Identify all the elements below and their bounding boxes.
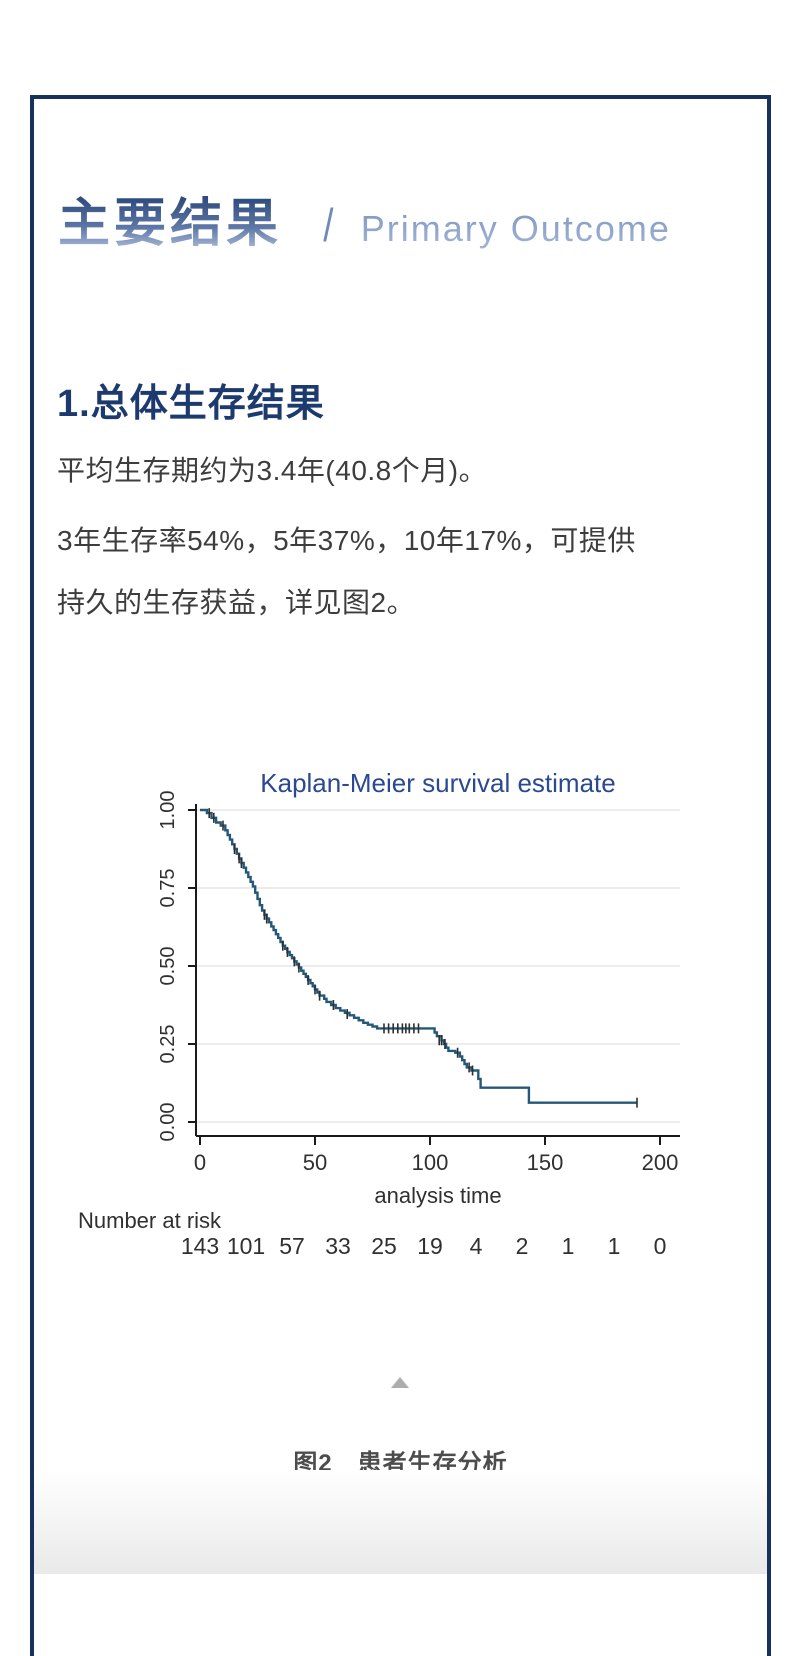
subsection-heading: 1.总体生存结果 [57,383,325,425]
kaplan-meier-svg: Kaplan-Meier survival estimate 0.00 0.25 0.… [78,768,680,1259]
number-at-risk-value: 101 [227,1233,265,1259]
survival-curve [200,808,637,1104]
number-at-risk-value: 1 [608,1233,621,1259]
title-slash: / [323,199,334,251]
x-tick-label: 200 [642,1150,679,1175]
paragraph-line-2: 3年生存率54%，5年37%，10年17%，可提供 [57,525,636,556]
section-title-en: Primary Outcome [360,208,671,249]
section-title: 主要结果 / Primary Outcome [58,195,671,253]
paragraph-line-1: 平均生存期约为3.4年(40.8个月)。 [57,455,488,486]
kaplan-meier-chart: Kaplan-Meier survival estimate 0.00 0.25 0.… [60,740,750,1260]
x-axis-label: analysis time [374,1183,501,1208]
x-tick-label: 50 [303,1150,327,1175]
number-at-risk-value: 19 [417,1233,443,1259]
number-at-risk-value: 57 [279,1233,305,1259]
x-tick-label: 0 [194,1150,206,1175]
number-at-risk-value: 2 [516,1233,529,1259]
x-tick-label: 100 [412,1150,449,1175]
collapse-triangle-icon[interactable] [391,1377,409,1388]
paragraph-line-3: 持久的生存获益，详见图2。 [57,587,416,618]
content-frame [30,95,771,1656]
number-at-risk-value: 0 [654,1233,667,1259]
number-at-risk-value: 1 [562,1233,575,1259]
chart-title: Kaplan-Meier survival estimate [260,768,615,798]
y-tick-label: 0.75 [157,869,179,908]
y-tick-label: 0.50 [157,947,179,986]
y-tick-label: 0.00 [157,1103,179,1142]
number-at-risk-value: 143 [181,1233,219,1259]
number-at-risk-value: 25 [371,1233,397,1259]
number-at-risk-value: 4 [470,1233,483,1259]
x-tick-label: 150 [527,1150,564,1175]
y-tick-label: 1.00 [157,791,179,830]
y-tick-label: 0.25 [157,1025,179,1064]
number-at-risk-label: Number at risk [78,1208,222,1233]
gradient-band [34,1470,767,1574]
section-title-cn: 主要结果 [58,195,283,253]
number-at-risk-value: 33 [325,1233,351,1259]
